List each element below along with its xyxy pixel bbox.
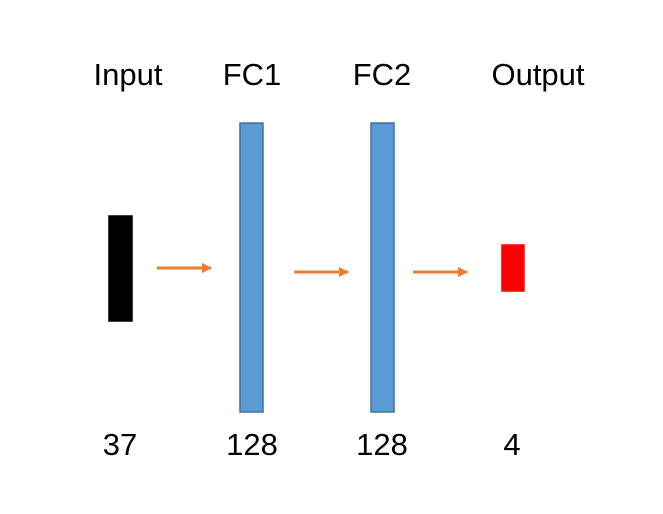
fc1-layer-block	[239, 122, 264, 413]
layer-label-fc1: FC1	[223, 57, 282, 92]
layer-size-fc2: 128	[356, 427, 408, 462]
output-layer-block	[501, 244, 525, 292]
layer-label-input: Input	[94, 57, 163, 92]
layer-size-fc1: 128	[226, 427, 278, 462]
layer-label-output: Output	[491, 57, 584, 92]
layer-label-fc2: FC2	[353, 57, 412, 92]
layer-size-output: 4	[503, 427, 520, 462]
input-layer-block	[108, 215, 133, 322]
fc2-layer-block	[370, 122, 395, 413]
layer-size-input: 37	[103, 427, 137, 462]
